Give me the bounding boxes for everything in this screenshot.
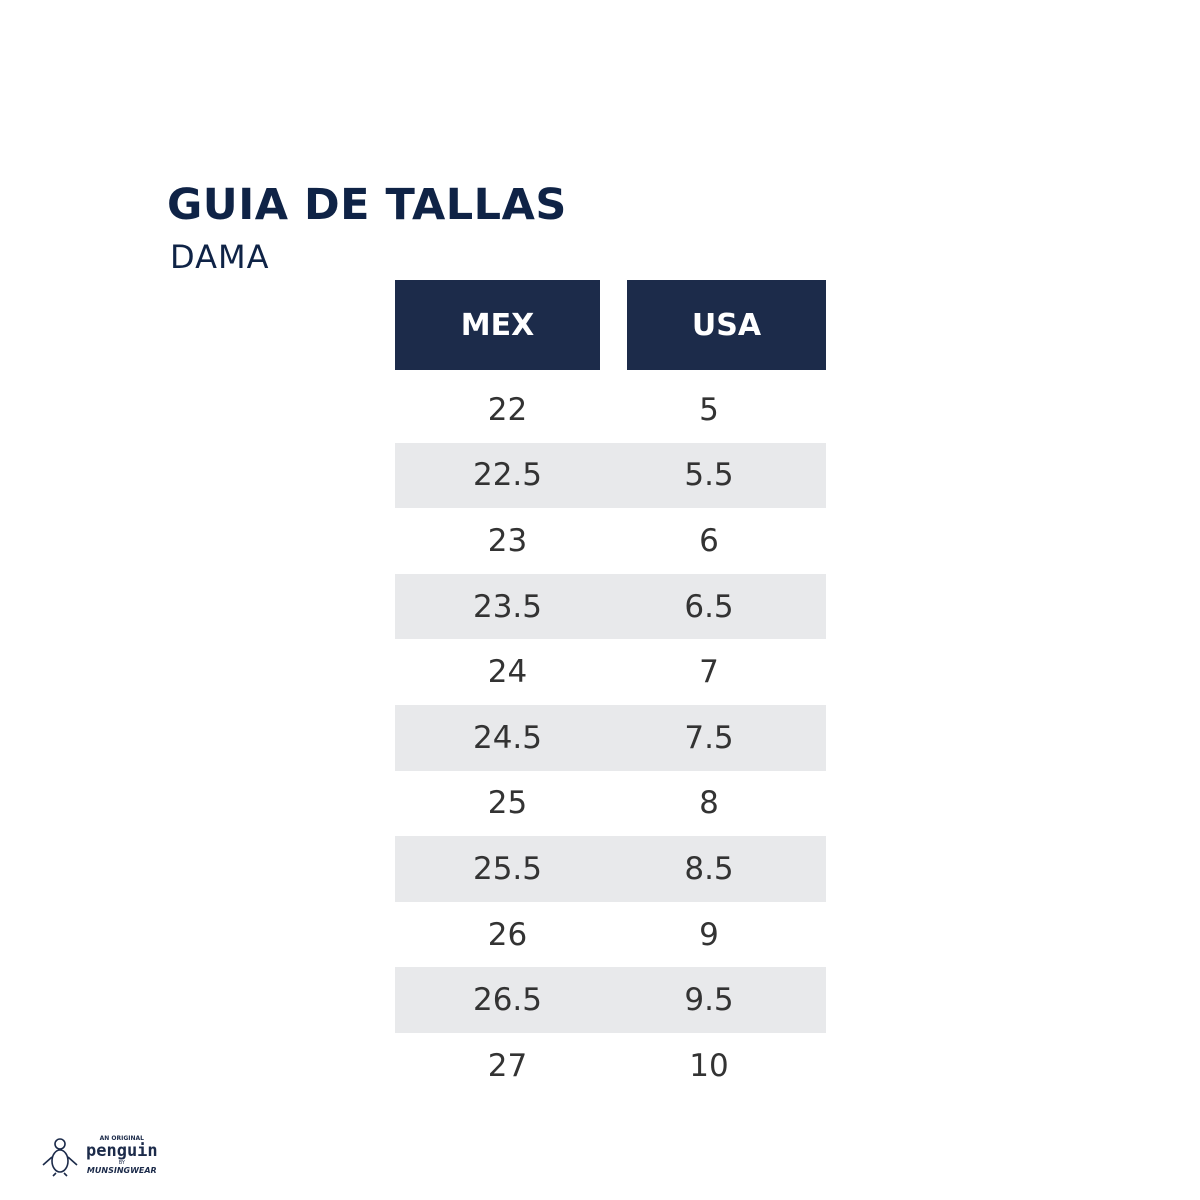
penguin-munsingwear-logo: AN ORIGINAL penguin BY MUNSINGWEAR: [40, 1132, 158, 1178]
logo-by: BY: [118, 1159, 125, 1166]
cell-usa: 5: [699, 391, 719, 428]
cell-mex: 24.5: [472, 719, 543, 756]
size-table: 22 5 22.5 5.5 23 6 23.5 6.5 24 7 24.5 7.5 25 8 25.5 8.5…: [395, 377, 826, 1099]
logo-tagline: AN ORIGINAL: [99, 1134, 144, 1142]
column-header-usa: USA: [627, 280, 826, 370]
cell-mex: 26.5: [472, 982, 543, 1019]
cell-mex: 27: [487, 1047, 528, 1084]
table-row: 23.5 6.5: [395, 573, 826, 640]
cell-mex: 26: [487, 916, 528, 953]
logo-brand: penguin: [86, 1140, 158, 1161]
cell-usa: 9.5: [684, 982, 734, 1019]
table-row: 24.5 7.5: [395, 704, 826, 771]
logo-maker: MUNSINGWEAR: [86, 1165, 157, 1175]
cell-usa: 6: [699, 522, 719, 559]
cell-mex: 22.5: [472, 457, 543, 494]
cell-mex: 23.5: [472, 588, 543, 625]
cell-usa: 10: [689, 1047, 729, 1084]
cell-mex: 23: [487, 522, 528, 559]
cell-usa: 7.5: [684, 719, 734, 756]
cell-mex: 25.5: [472, 850, 543, 887]
cell-usa: 9: [699, 916, 719, 953]
table-row: 25.5 8.5: [395, 836, 826, 902]
column-header-mex: MEX: [395, 280, 600, 370]
cell-usa: 8.5: [684, 850, 734, 887]
cell-usa: 8: [699, 785, 719, 822]
table-row: 22 5: [395, 377, 826, 443]
table-row: 22.5 5.5: [395, 442, 826, 509]
table-row: 26.5 9.5: [395, 967, 826, 1033]
cell-mex: 25: [487, 785, 528, 822]
page-subtitle: DAMA: [170, 238, 270, 276]
cell-usa: 6.5: [684, 588, 734, 625]
table-row: 24 7: [395, 639, 826, 705]
cell-usa: 5.5: [684, 457, 734, 494]
cell-mex: 24: [487, 654, 528, 691]
table-row: 23 6: [395, 508, 826, 574]
table-row: 25 8: [395, 771, 826, 837]
table-row: 27 10: [395, 1033, 826, 1099]
page-title: GUIA DE TALLAS: [167, 180, 567, 230]
cell-mex: 22: [487, 391, 528, 428]
cell-usa: 7: [699, 654, 719, 691]
penguin-icon: [42, 1138, 78, 1177]
table-row: 26 9: [395, 902, 826, 968]
